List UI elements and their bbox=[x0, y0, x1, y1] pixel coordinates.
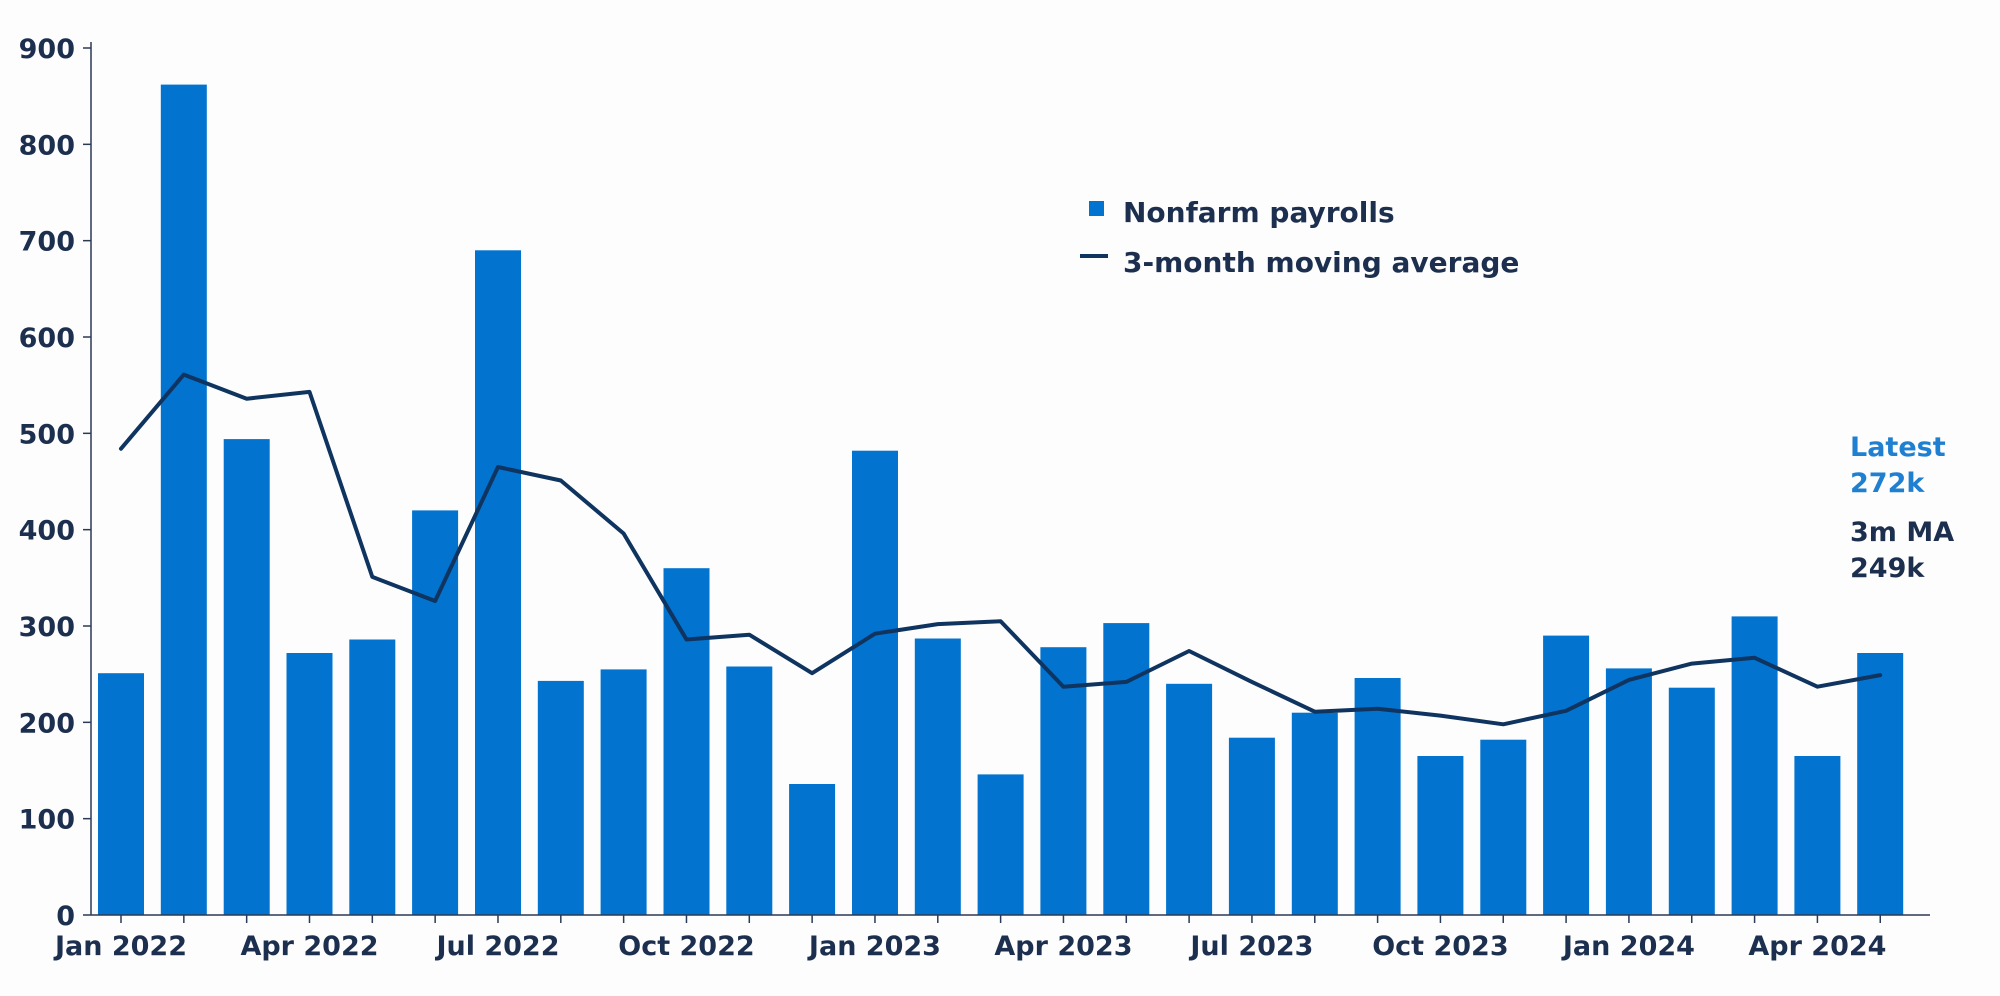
bar-feb-2023 bbox=[914, 638, 961, 915]
x-tick-label-apr-2023: Apr 2023 bbox=[994, 931, 1132, 962]
bar-may-2023 bbox=[1103, 623, 1150, 915]
y-tick-label-700: 700 bbox=[19, 227, 75, 258]
x-tick-label-oct-2022: Oct 2022 bbox=[618, 931, 754, 962]
bar-apr-2024 bbox=[1794, 756, 1841, 915]
latest-label: Latest bbox=[1850, 432, 1946, 463]
latest-value: 272k bbox=[1850, 468, 1925, 499]
bar-feb-2022 bbox=[160, 84, 207, 916]
y-tick-label-100: 100 bbox=[19, 805, 75, 836]
bar-jan-2022 bbox=[98, 673, 144, 915]
ma-value: 249k bbox=[1850, 553, 1925, 584]
bar-aug-2023 bbox=[1291, 712, 1338, 915]
bar-dec-2023 bbox=[1543, 635, 1590, 915]
x-tick-label-jan-2024: Jan 2024 bbox=[1561, 931, 1695, 962]
bar-dec-2022 bbox=[789, 784, 836, 915]
x-tick-label-oct-2023: Oct 2023 bbox=[1372, 931, 1508, 962]
bar-sep-2023 bbox=[1354, 678, 1401, 915]
bar-jun-2023 bbox=[1166, 683, 1213, 915]
y-tick-label-800: 800 bbox=[19, 130, 75, 161]
bar-jul-2023 bbox=[1228, 737, 1275, 915]
bar-oct-2022 bbox=[663, 568, 710, 915]
x-tick-label-apr-2024: Apr 2024 bbox=[1748, 931, 1886, 962]
bar-apr-2023 bbox=[1040, 647, 1087, 915]
bar-sep-2022 bbox=[600, 669, 647, 915]
bar-jul-2022 bbox=[475, 250, 521, 916]
bar-jan-2023 bbox=[852, 450, 898, 915]
x-tick-label-jan-2023: Jan 2023 bbox=[807, 931, 941, 962]
bar-mar-2022 bbox=[223, 439, 270, 915]
moving-average-line bbox=[119, 372, 1883, 727]
legend-label-moving-average: 3-month moving average bbox=[1123, 246, 1519, 279]
ma-label: 3m MA bbox=[1850, 517, 1954, 548]
x-tick-label-jul-2023: Jul 2023 bbox=[1188, 931, 1313, 962]
bar-nov-2022 bbox=[726, 666, 773, 915]
bar-oct-2023 bbox=[1417, 756, 1464, 915]
y-tick-label-300: 300 bbox=[19, 612, 75, 643]
bar-may-2024 bbox=[1857, 653, 1904, 915]
bar-apr-2022 bbox=[286, 653, 333, 915]
x-tick-label-jul-2022: Jul 2022 bbox=[434, 931, 559, 962]
axes-layer: 0 100 200 300 400 500 600 700 800 900 Jan 2022 Apr … bbox=[19, 34, 1930, 962]
latest-annotation: Latest 272k 3m MA 249k bbox=[1850, 432, 1954, 584]
bar-aug-2022 bbox=[537, 680, 584, 915]
x-tick-label-apr-2022: Apr 2022 bbox=[240, 931, 378, 962]
bar-feb-2024 bbox=[1668, 687, 1715, 915]
moving-average-layer bbox=[119, 372, 1883, 727]
legend-swatch-nonfarm-payrolls bbox=[1089, 201, 1104, 216]
bars-layer bbox=[98, 84, 1904, 916]
bar-mar-2023 bbox=[977, 774, 1024, 915]
y-tick-label-600: 600 bbox=[19, 323, 75, 354]
bar-nov-2023 bbox=[1480, 739, 1527, 915]
bar-jun-2022 bbox=[412, 510, 459, 915]
x-tick-label-jan-2022: Jan 2022 bbox=[53, 931, 187, 962]
y-tick-label-900: 900 bbox=[19, 34, 75, 65]
y-tick-label-400: 400 bbox=[19, 516, 75, 547]
legend: Nonfarm payrolls 3-month moving average bbox=[1080, 196, 1519, 279]
y-tick-label-0: 0 bbox=[56, 901, 75, 932]
bar-jan-2024 bbox=[1605, 668, 1652, 915]
y-tick-label-500: 500 bbox=[19, 419, 75, 450]
bar-may-2022 bbox=[349, 639, 396, 915]
legend-label-nonfarm-payrolls: Nonfarm payrolls bbox=[1123, 196, 1395, 229]
y-tick-label-200: 200 bbox=[19, 708, 75, 739]
